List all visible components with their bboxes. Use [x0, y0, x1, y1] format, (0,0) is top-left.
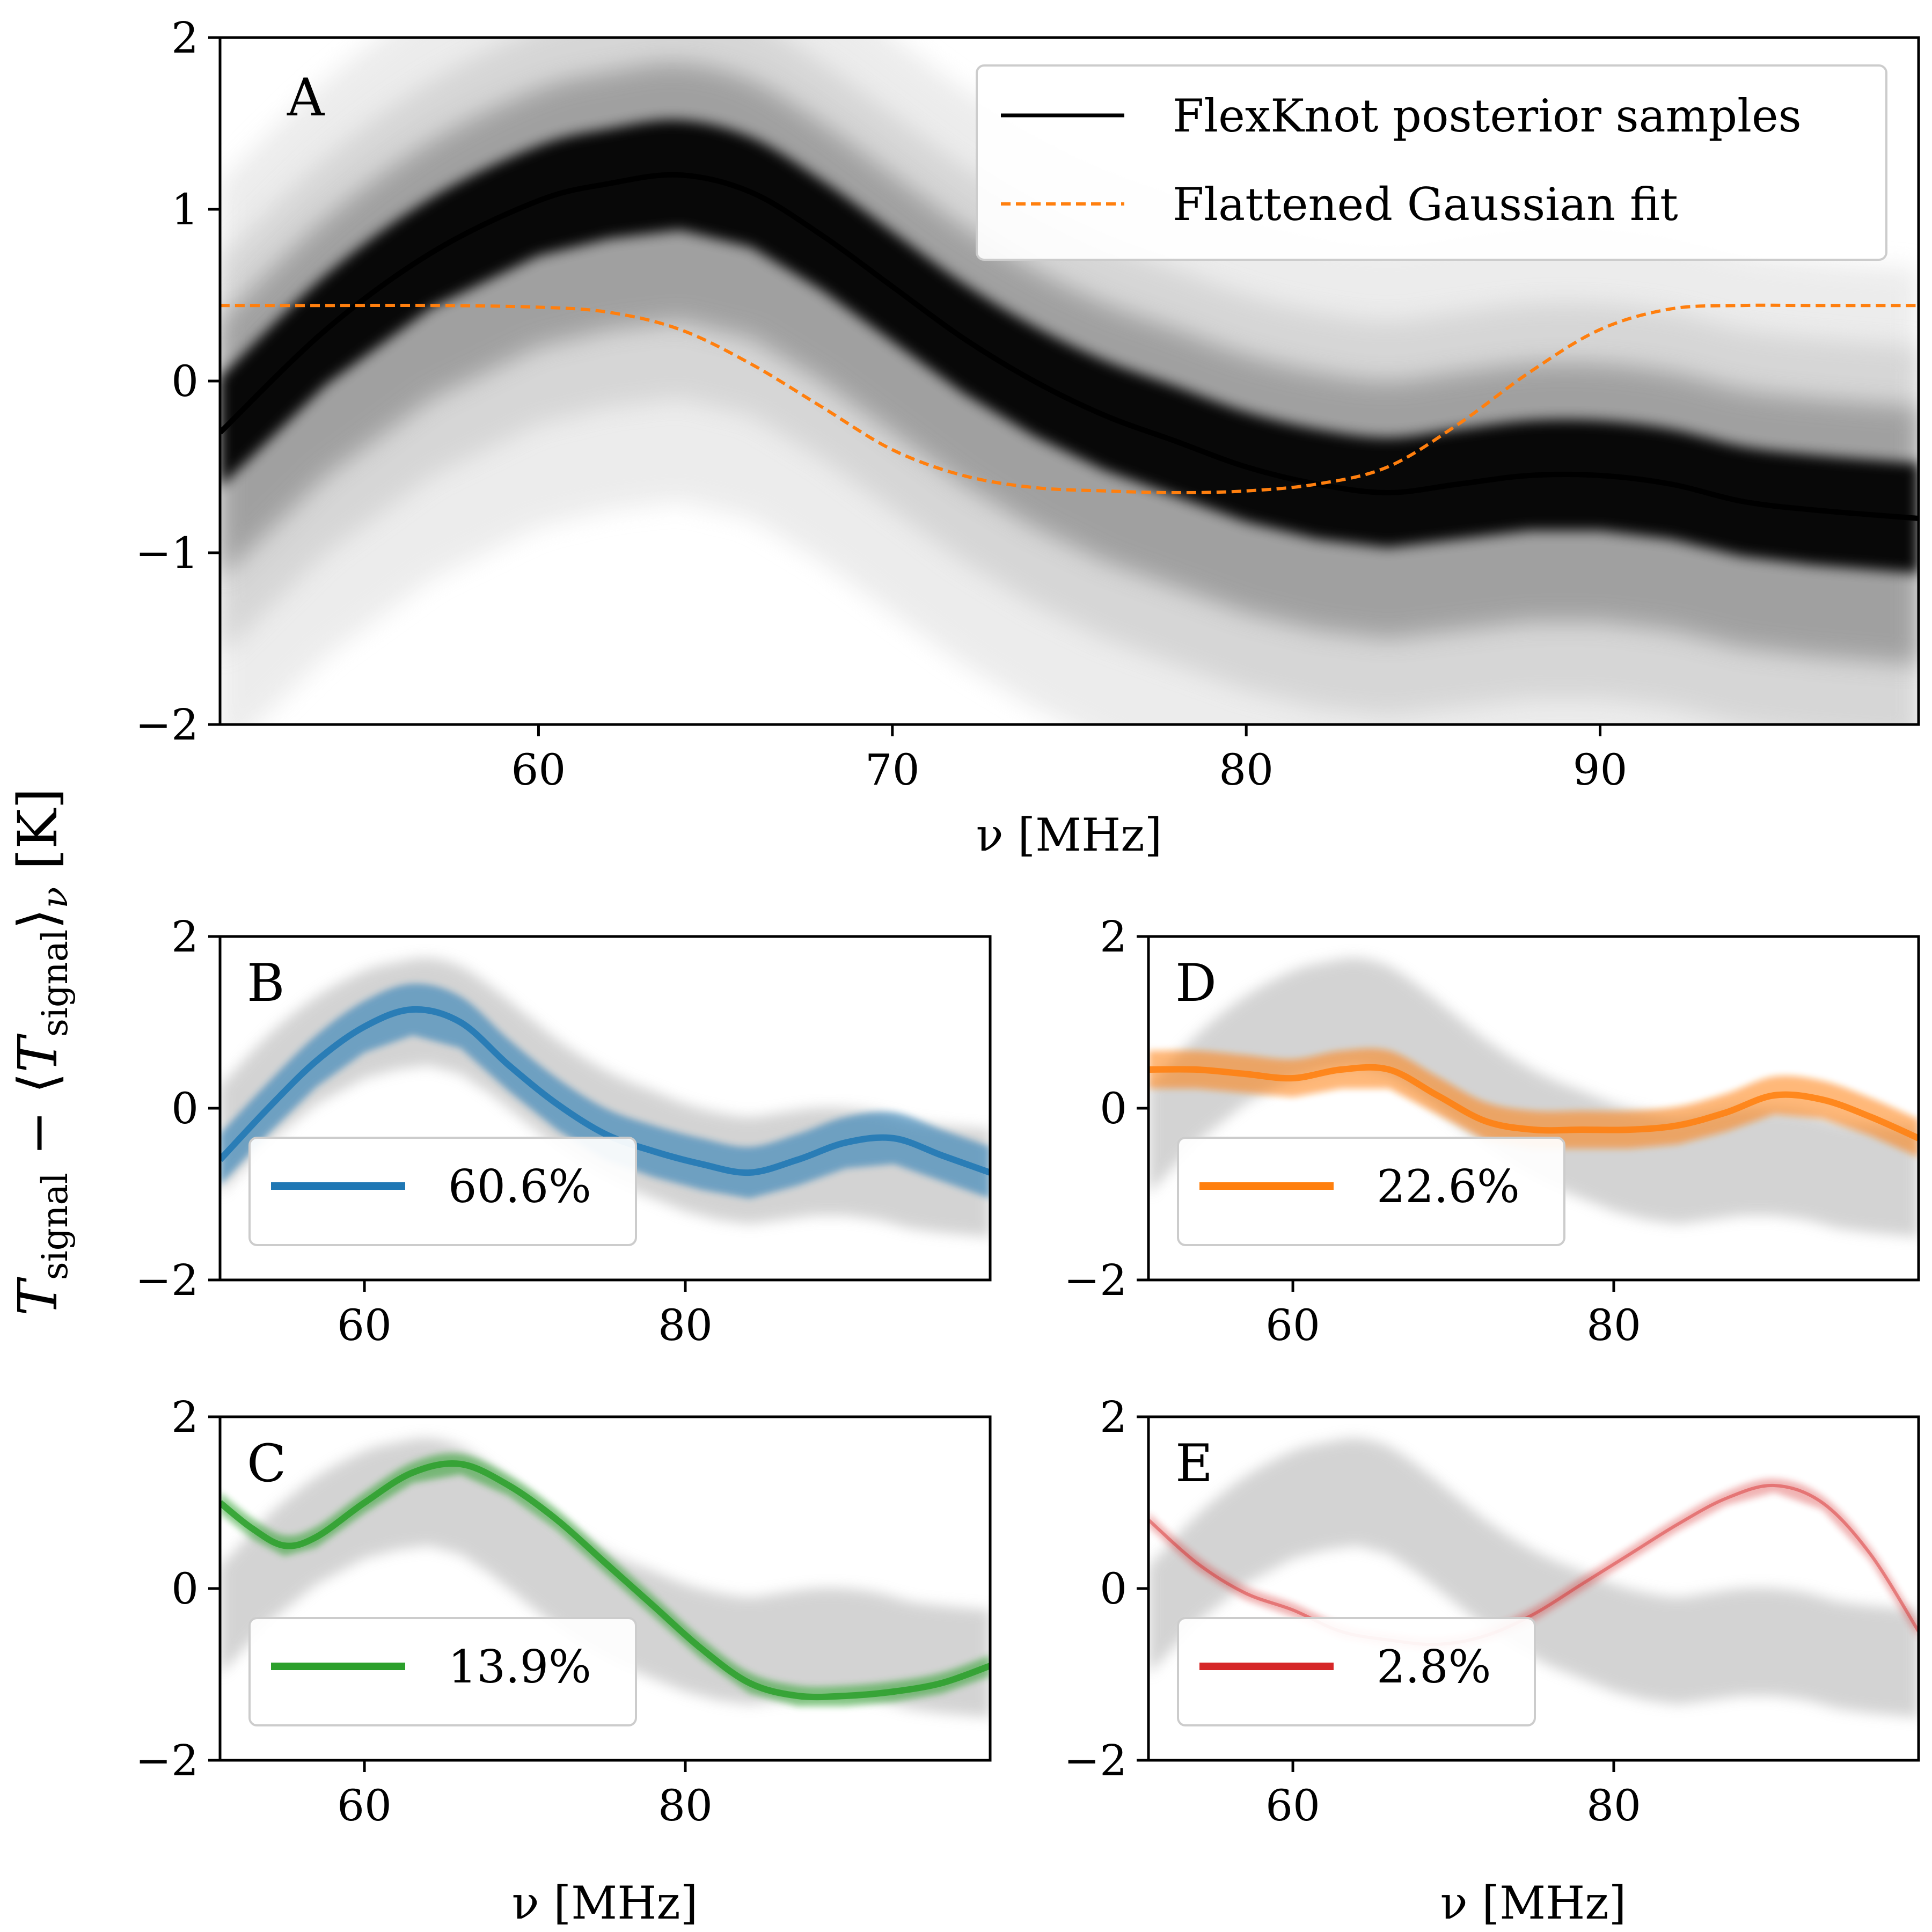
panel-d-legend: 22.6%	[1177, 1137, 1565, 1246]
panel-c-plot-area	[220, 1438, 990, 1717]
x-tick-label: 80	[1219, 745, 1274, 795]
panel-c: 60 80 2 0 −2 C ν [MHz] 13.9%	[135, 1392, 992, 1929]
y-tick-label: 0	[171, 1084, 199, 1133]
panel-e-background	[1148, 1438, 1919, 1717]
panel-b-legend: 60.6%	[248, 1137, 637, 1246]
panel-c-y-ticks: 2 0 −2	[135, 1392, 220, 1785]
panel-a-x-ticks: 60 70 80 90	[511, 724, 1628, 795]
background-samples-band	[1148, 1438, 1919, 1717]
panel-a: 60 70 80 90 2 1 0 −1 −2 A ν [MHz] FlexKnot post…	[135, 13, 1920, 861]
background-samples-band	[220, 1438, 990, 1717]
cluster-series-line	[220, 1006, 990, 1176]
cluster-series-line	[1148, 1064, 1919, 1141]
y-tick-label: 2	[1100, 912, 1127, 962]
panel-e-y-ticks: 2 0 −2	[1064, 1392, 1148, 1785]
posterior-core	[220, 120, 1919, 574]
panel-d-y-ticks: 2 0 −2	[1064, 912, 1148, 1305]
panel-b-y-ticks: 2 0 −2	[135, 912, 220, 1305]
panel-b-letter: B	[247, 953, 285, 1013]
y-tick-label: 0	[1100, 1084, 1127, 1133]
panel-d-background	[1148, 957, 1919, 1237]
y-tick-label: −1	[135, 528, 199, 578]
panel-c-background	[220, 1438, 990, 1717]
y-tick-label: 2	[171, 1392, 199, 1442]
panel-a-xlabel: ν [MHz]	[976, 809, 1162, 861]
y-tick-label: −2	[135, 700, 199, 750]
cluster-series-line	[1148, 1483, 1919, 1646]
panel-b-cluster	[220, 983, 990, 1198]
panel-d-cluster	[1148, 1048, 1919, 1158]
cluster-series-line	[220, 1460, 990, 1701]
x-tick-label: 80	[658, 1781, 713, 1831]
legend-label-fit: Flattened Gaussian fit	[1173, 178, 1678, 231]
panel-b-legend-label: 60.6%	[448, 1160, 591, 1213]
x-tick-label: 80	[1586, 1300, 1641, 1350]
panel-b: 60 80 2 0 −2 B 60.6%	[135, 912, 992, 1350]
panel-b-legend-box	[248, 1137, 637, 1246]
x-tick-label: 60	[1265, 1300, 1320, 1350]
panel-b-x-ticks: 60 80	[337, 1280, 713, 1350]
panel-c-legend-box	[248, 1617, 637, 1726]
legend-label-samples: FlexKnot posterior samples	[1173, 90, 1802, 142]
x-tick-label: 60	[337, 1781, 392, 1831]
panel-c-legend: 13.9%	[248, 1617, 637, 1726]
panel-c-x-ticks: 60 80	[337, 1760, 713, 1831]
y-tick-label: 0	[171, 356, 199, 406]
cluster-band	[220, 1453, 990, 1707]
panel-e-cluster	[1148, 1479, 1919, 1651]
cluster-band	[1148, 1048, 1919, 1158]
x-tick-label: 80	[658, 1300, 713, 1350]
panel-e-legend-label: 2.8%	[1377, 1641, 1491, 1693]
x-tick-label: 70	[865, 745, 920, 795]
panel-c-legend-label: 13.9%	[448, 1641, 591, 1693]
series-line-samples	[220, 172, 1919, 521]
y-tick-label: −2	[1064, 1255, 1127, 1305]
series-line-fit	[220, 303, 1919, 495]
panel-e-x-ticks: 60 80	[1265, 1760, 1641, 1831]
x-tick-label: 80	[1586, 1781, 1641, 1831]
x-tick-label: 60	[511, 745, 566, 795]
panel-a-y-ticks: 2 1 0 −1 −2	[135, 13, 220, 750]
y-tick-label: 1	[171, 185, 199, 235]
y-tick-label: −2	[1064, 1736, 1127, 1785]
panel-d: 60 80 2 0 −2 D 22.6%	[1064, 912, 1920, 1350]
cluster-band	[220, 983, 990, 1198]
y-tick-label: −2	[135, 1736, 199, 1785]
x-tick-label: 90	[1573, 745, 1628, 795]
panel-d-legend-box	[1177, 1137, 1565, 1246]
panel-a-legend-box	[976, 64, 1887, 261]
y-tick-label: 0	[171, 1564, 199, 1614]
panel-c-letter: C	[247, 1433, 286, 1494]
y-tick-label: 2	[171, 13, 199, 63]
y-tick-label: 2	[1100, 1392, 1127, 1442]
panel-e-xlabel: ν [MHz]	[1440, 1877, 1627, 1929]
y-tick-label: 2	[171, 912, 199, 962]
panel-a-posterior-band	[220, 38, 1919, 724]
panel-a-legend: FlexKnot posterior samples Flattened Gau…	[976, 64, 1887, 261]
panel-e-legend-box	[1177, 1617, 1536, 1726]
panel-e-legend: 2.8%	[1177, 1617, 1536, 1726]
y-tick-label: 0	[1100, 1564, 1127, 1614]
panel-c-cluster	[220, 1453, 990, 1707]
panel-d-plot-area	[1148, 957, 1919, 1237]
panel-a-plot-area	[220, 38, 1919, 724]
panel-d-letter: D	[1175, 953, 1217, 1013]
panel-e-letter: E	[1175, 1433, 1213, 1494]
y-tick-label: −2	[135, 1255, 199, 1305]
panel-e-plot-area	[1148, 1438, 1919, 1717]
panel-b-plot-area	[220, 957, 990, 1237]
panel-d-x-ticks: 60 80	[1265, 1280, 1641, 1350]
x-tick-label: 60	[1265, 1781, 1320, 1831]
background-samples-band	[1148, 957, 1919, 1237]
panel-d-legend-label: 22.6%	[1377, 1160, 1520, 1213]
panel-a-series-lines	[220, 172, 1919, 521]
cluster-band	[1148, 1479, 1919, 1651]
panel-c-xlabel: ν [MHz]	[512, 1877, 698, 1929]
panel-e: 60 80 2 0 −2 E ν [MHz] 2.8%	[1064, 1392, 1920, 1929]
y-axis-label: Tsignal − ⟨Tsignal⟩ν [K]	[6, 788, 76, 1316]
x-tick-label: 60	[337, 1300, 392, 1350]
panel-a-letter: A	[287, 68, 325, 128]
